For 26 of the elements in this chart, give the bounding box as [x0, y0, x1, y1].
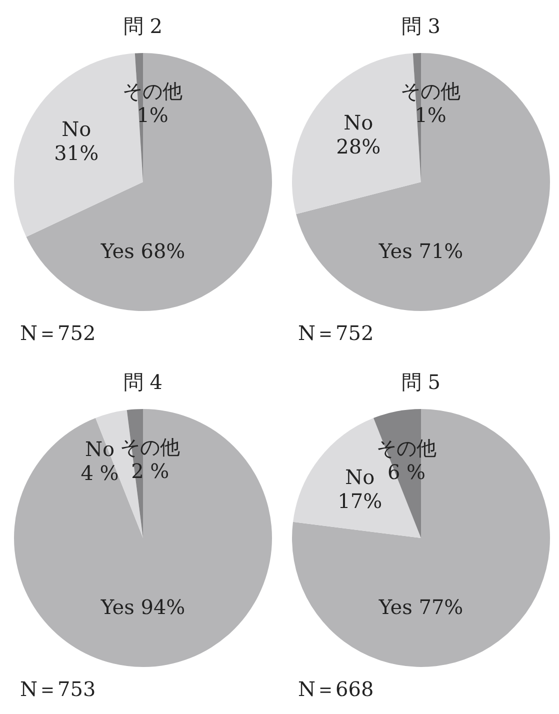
- data-label: 17%: [338, 488, 382, 513]
- slice-label: No: [84, 437, 115, 462]
- slice-label: Yes 71%: [378, 239, 464, 264]
- slice-label: No: [345, 464, 375, 489]
- text: N＝668: [297, 676, 375, 703]
- slice-label: その他: [120, 434, 180, 459]
- text: N＝753: [19, 676, 97, 703]
- slice-label: Yes 94%: [100, 595, 186, 620]
- slice-label: Yes 77%: [378, 595, 464, 620]
- chart-title: 問 5: [401, 370, 441, 394]
- slice-label: No: [62, 116, 92, 141]
- data-label: 28%: [336, 134, 381, 159]
- text: N＝752: [19, 320, 97, 347]
- text: N＝752: [297, 320, 375, 347]
- data-label: 4 %: [80, 461, 119, 486]
- chart-title: 問 3: [401, 14, 441, 38]
- data-label: 6 %: [387, 460, 426, 484]
- chart-title: 問 2: [123, 14, 163, 38]
- data-label: 31%: [54, 140, 99, 165]
- slice-label: その他: [400, 78, 461, 103]
- slice-label: Yes 68%: [100, 239, 186, 264]
- data-label: 1%: [136, 102, 168, 127]
- chart-title: 問 4: [123, 370, 163, 394]
- data-label: 1%: [414, 102, 446, 127]
- slice-label: その他: [122, 78, 183, 103]
- slice-label: No: [344, 110, 374, 135]
